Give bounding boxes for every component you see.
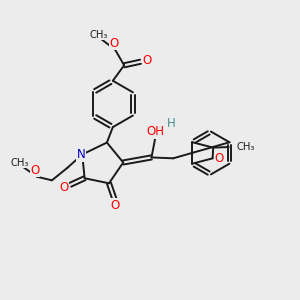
Text: O: O	[31, 164, 40, 177]
Text: OH: OH	[147, 125, 165, 138]
Text: O: O	[59, 181, 68, 194]
Text: CH₃: CH₃	[89, 30, 107, 40]
Text: CH₃: CH₃	[11, 158, 29, 168]
Text: O: O	[110, 199, 120, 212]
Text: N: N	[77, 148, 85, 161]
Text: O: O	[109, 37, 119, 50]
Text: O: O	[214, 152, 224, 165]
Text: H: H	[167, 117, 176, 130]
Text: CH₃: CH₃	[237, 142, 255, 152]
Text: O: O	[142, 54, 152, 67]
